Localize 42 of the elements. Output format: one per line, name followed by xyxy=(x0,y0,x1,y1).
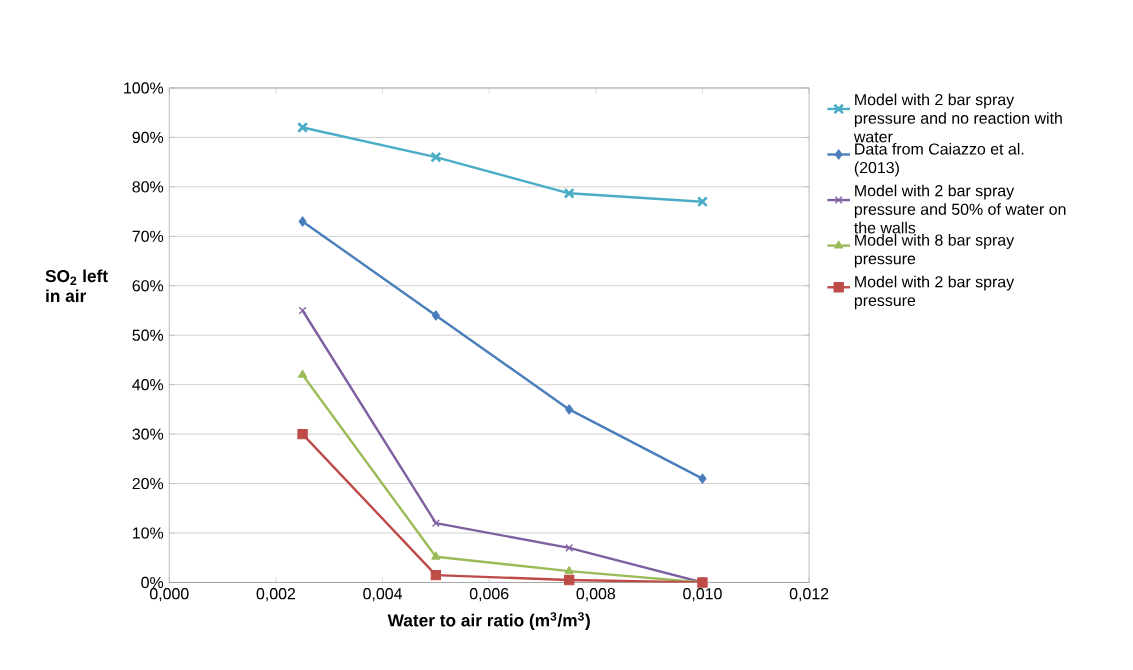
legend-label: Model with 2 bar spray pressure xyxy=(854,275,1015,309)
point xyxy=(563,187,575,199)
point xyxy=(298,369,308,378)
point xyxy=(698,473,707,484)
x-tick-label: 0,008 xyxy=(576,587,616,602)
x-tick-label: 0,004 xyxy=(363,587,403,602)
point xyxy=(431,310,440,321)
point xyxy=(431,518,440,527)
point xyxy=(431,551,441,560)
y-tick-label: 70% xyxy=(132,230,164,242)
point xyxy=(430,569,442,581)
point xyxy=(297,428,308,440)
point xyxy=(565,543,574,552)
point xyxy=(430,151,442,163)
y-tick-label: 50% xyxy=(132,329,164,341)
x-axis-title: Water to air ratio (m$^{3}$/m$^{3}$) xyxy=(387,611,590,630)
point xyxy=(565,404,574,415)
legend-label: Model with 8 bar spray pressure xyxy=(854,233,1015,268)
y-tick-label: 90% xyxy=(132,131,164,143)
point xyxy=(298,216,307,227)
point xyxy=(696,195,709,208)
y-tick-label: 30% xyxy=(132,428,164,440)
x-tick-label: 0,010 xyxy=(683,587,722,602)
point xyxy=(564,565,574,574)
y-tick-label: 10% xyxy=(133,527,164,539)
x-tick-label: 0,000 xyxy=(149,587,189,602)
legend-label: Data from Caiazzo et al. (2013) xyxy=(854,142,1024,177)
x-tick-label: 0,002 xyxy=(256,587,296,602)
y-tick-label: 20% xyxy=(132,477,164,489)
y-axis-title: SO$_{2}$ left in air xyxy=(45,269,108,302)
legend-label: Model with 2 bar spray pressure and no reaction with water xyxy=(853,93,1062,143)
y-tick-label: 40% xyxy=(132,378,164,391)
point xyxy=(563,574,575,585)
point xyxy=(297,121,309,133)
y-tick-label: 60% xyxy=(132,279,164,292)
legend-label: Model with 2 bar spray pressure and 50% of water on the walls xyxy=(854,184,1066,234)
x-tick-label: 0,012 xyxy=(789,587,829,602)
x-tick-label: 0,006 xyxy=(469,587,509,602)
point xyxy=(298,306,307,315)
y-tick-label: 100% xyxy=(124,82,164,94)
y-tick-label: 0% xyxy=(141,576,164,588)
y-tick-label: 80% xyxy=(132,181,164,193)
